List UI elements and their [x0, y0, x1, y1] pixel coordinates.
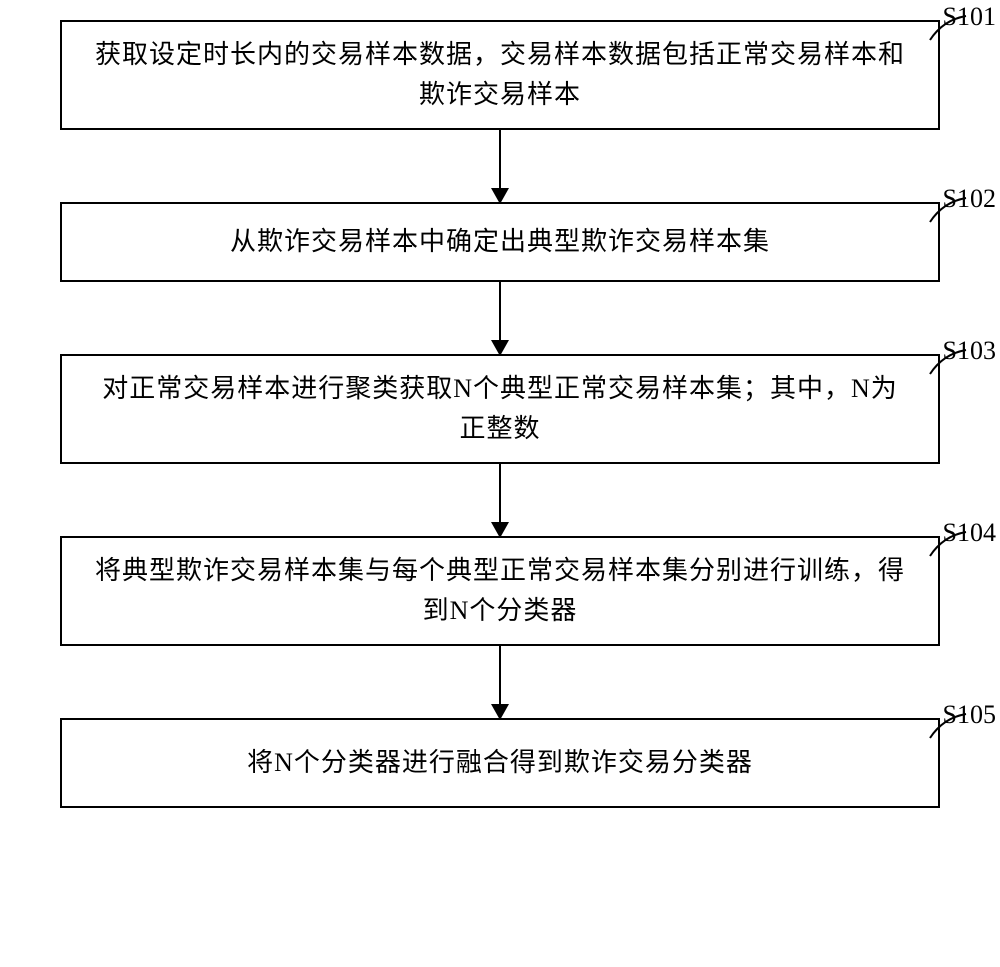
step-text-s104: 将典型欺诈交易样本集与每个典型正常交易样本集分别进行训练，得到N个分类器	[90, 551, 910, 632]
step-label-s102: S102	[943, 184, 996, 214]
step-box-s105: S105 将N个分类器进行融合得到欺诈交易分类器	[60, 718, 940, 808]
connector-2	[499, 282, 502, 354]
connector-4	[499, 646, 502, 718]
step-box-s101: S101 获取设定时长内的交易样本数据，交易样本数据包括正常交易样本和欺诈交易样…	[60, 20, 940, 130]
step-text-s101: 获取设定时长内的交易样本数据，交易样本数据包括正常交易样本和欺诈交易样本	[90, 35, 910, 116]
step-label-s103: S103	[943, 336, 996, 366]
step-box-s103: S103 对正常交易样本进行聚类获取N个典型正常交易样本集；其中，N为正整数	[60, 354, 940, 464]
connector-3	[499, 464, 502, 536]
step-text-s103: 对正常交易样本进行聚类获取N个典型正常交易样本集；其中，N为正整数	[90, 369, 910, 450]
step-label-s101: S101	[943, 2, 996, 32]
connector-1	[499, 130, 502, 202]
step-label-s105: S105	[943, 700, 996, 730]
step-box-s104: S104 将典型欺诈交易样本集与每个典型正常交易样本集分别进行训练，得到N个分类…	[60, 536, 940, 646]
step-text-s105: 将N个分类器进行融合得到欺诈交易分类器	[247, 743, 753, 783]
flowchart-container: S101 获取设定时长内的交易样本数据，交易样本数据包括正常交易样本和欺诈交易样…	[40, 20, 960, 808]
step-text-s102: 从欺诈交易样本中确定出典型欺诈交易样本集	[230, 222, 770, 262]
step-box-s102: S102 从欺诈交易样本中确定出典型欺诈交易样本集	[60, 202, 940, 282]
step-label-s104: S104	[943, 518, 996, 548]
